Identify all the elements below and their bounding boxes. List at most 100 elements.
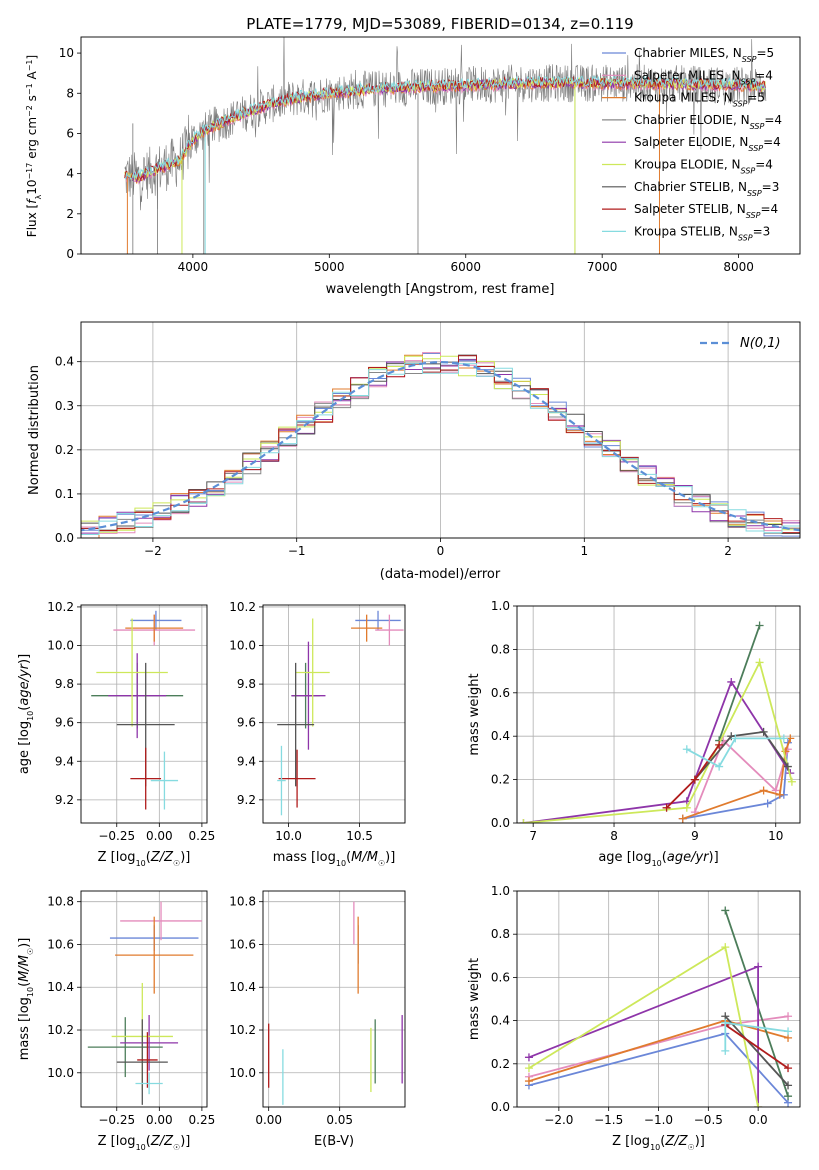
weight-point-marker	[763, 799, 772, 808]
histogram-step-line	[81, 363, 800, 535]
x-tick-label: 0.0	[749, 1113, 768, 1127]
y-tick-label: 0.0	[491, 1100, 510, 1114]
chart-age_vs_Z: −0.25 0.00 0.25 9.2 9.4 9.6 9.8 10.0 10.2	[47, 600, 215, 843]
plot-area	[277, 610, 404, 816]
weight-series-line	[686, 737, 784, 768]
x-axis-label: Z [log10(Z/Z☉)]	[98, 1134, 191, 1152]
weight-point-marker	[784, 1027, 793, 1036]
y-tick-label: 9.8	[237, 677, 256, 691]
weight-point-marker	[759, 727, 768, 736]
y-tick-label: 10.0	[47, 639, 74, 653]
x-tick-label: −2.0	[544, 1113, 573, 1127]
chart-spectrum: 4000 5000 6000 7000 8000 0 2 4 6 8 10	[59, 36, 801, 274]
x-axis-label: E(B-V)	[314, 1134, 354, 1149]
x-tick-label: −2	[144, 544, 162, 558]
y-tick-label: 4	[66, 167, 74, 181]
weight-series-line	[682, 738, 792, 820]
x-tick-label: −1.0	[644, 1113, 673, 1127]
histogram-step-line	[81, 352, 800, 534]
plot-area	[124, 37, 767, 254]
y-tick-label: 10.4	[47, 980, 74, 994]
weight-point-marker	[731, 734, 740, 743]
y-axis-label: age [log10(age/yr)]	[17, 654, 35, 774]
x-tick-label: −0.25	[98, 829, 135, 843]
chart-residual_histogram: −2 −1 0 1 2 0.0 0.1 0.2 0.3 0.4	[55, 321, 801, 558]
axes-frame	[262, 890, 406, 1108]
plot-area	[519, 621, 796, 823]
y-tick-label: 0	[66, 247, 74, 261]
y-tick-label: 0.4	[55, 355, 74, 369]
x-tick-label: 0.25	[189, 1113, 216, 1127]
legend-label: Chabrier MILES, NSSP=5	[634, 46, 774, 64]
legend-label: Chabrier STELIB, NSSP=3	[634, 180, 779, 198]
axes-frame	[80, 36, 801, 255]
legend-label: N(0,1)	[740, 336, 781, 351]
y-tick-label: 9.6	[55, 716, 74, 730]
x-axis-label: mass [log10(M/M☉)]	[273, 850, 396, 868]
y-tick-label: 10.2	[229, 600, 256, 614]
weight-point-marker	[715, 762, 724, 771]
x-tick-label: 0.00	[146, 829, 173, 843]
histogram-step-line	[81, 353, 800, 537]
weight-point-marker	[784, 1092, 793, 1101]
weight-point-marker	[755, 621, 764, 630]
y-tick-label: 10.8	[47, 895, 74, 909]
x-tick-label: 9	[691, 829, 699, 843]
x-tick-label: −1.5	[594, 1113, 623, 1127]
weight-series-line	[724, 910, 789, 1097]
figure-title: PLATE=1779, MJD=53089, FIBERID=0134, z=0…	[246, 15, 633, 33]
weight-point-marker	[682, 803, 691, 812]
weight-point-marker	[662, 803, 671, 812]
x-tick-label: 0	[437, 544, 445, 558]
plot-area	[81, 352, 800, 538]
weight-point-marker	[524, 1053, 533, 1062]
x-tick-label: 1	[580, 544, 588, 558]
y-tick-label: 0.6	[491, 970, 510, 984]
x-tick-label: 2	[724, 544, 732, 558]
y-tick-label: 1.0	[491, 599, 510, 613]
x-tick-label: 8000	[723, 260, 754, 274]
y-tick-label: 9.2	[55, 793, 74, 807]
legend-label: Salpeter ELODIE, NSSP=4	[634, 135, 781, 153]
legend: Chabrier MILES, NSSP=5 Salpeter MILES, NS…	[602, 46, 782, 242]
weight-point-marker	[759, 786, 768, 795]
legend-label: Kroupa MILES, NSSP=5	[634, 91, 765, 109]
y-tick-label: 9.2	[237, 793, 256, 807]
weight-series-line	[694, 738, 789, 813]
plot-area	[87, 901, 202, 1105]
x-axis-label: age [log10(age/yr)]	[598, 850, 718, 868]
x-tick-label: 10.5	[346, 829, 373, 843]
chart-age_vs_mass: 10.0 10.5 9.2 9.4 9.6 9.8 10.0 10.2	[229, 600, 406, 843]
y-tick-label: 10.2	[229, 1023, 256, 1037]
weight-point-marker	[755, 658, 764, 667]
y-axis-label: mass [log10(M/M☉)]	[17, 938, 35, 1061]
model-spectrum-line	[124, 75, 766, 180]
x-tick-label: −0.25	[98, 1113, 135, 1127]
axes-frame	[516, 605, 801, 824]
weight-series-line	[724, 1024, 789, 1069]
y-tick-label: 0.2	[491, 773, 510, 787]
x-tick-label: 10	[768, 829, 783, 843]
weight-point-marker	[721, 906, 730, 915]
weight-point-marker	[727, 732, 736, 741]
weight-point-marker	[784, 1012, 793, 1021]
axes-frame	[516, 890, 801, 1108]
y-axis-label: Normed distribution	[27, 365, 42, 495]
weight-series-line	[523, 659, 793, 823]
x-tick-label: 8	[610, 829, 618, 843]
normal-curve-line	[81, 360, 800, 532]
y-tick-label: 9.8	[55, 677, 74, 691]
y-tick-label: 0.1	[55, 487, 74, 501]
weight-point-marker	[682, 745, 691, 754]
axes-frame	[262, 604, 406, 824]
y-tick-label: 10.0	[229, 1066, 256, 1080]
y-tick-label: 10.6	[47, 937, 74, 951]
y-tick-label: 0.4	[491, 1014, 510, 1028]
legend-label: Kroupa STELIB, NSSP=3	[634, 224, 770, 242]
y-tick-label: 10.6	[229, 937, 256, 951]
histogram-step-line	[81, 355, 800, 534]
weight-series-line	[682, 742, 789, 820]
y-tick-label: 0.0	[55, 531, 74, 545]
weight-point-marker	[721, 1046, 730, 1055]
